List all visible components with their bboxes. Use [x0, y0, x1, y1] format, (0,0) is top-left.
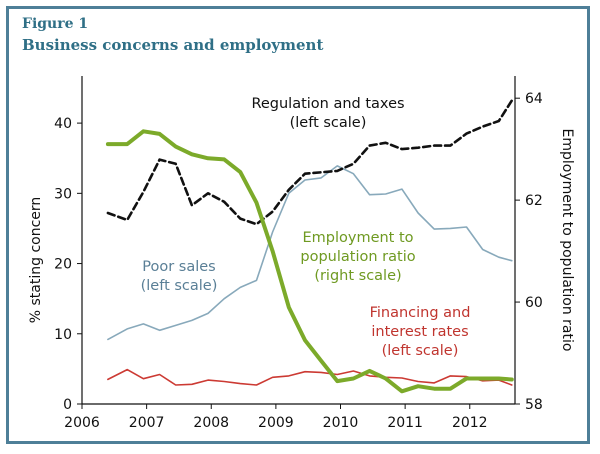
chart-axes: 2006 2007 2008 2009 2010 2011 2012 0 10 20 30 40 58 6…: [54, 76, 543, 431]
annotation-financing-line: Financing and: [370, 305, 471, 321]
chart-annotations: Regulation and taxes (left scale)Poor sal…: [141, 96, 471, 359]
x-tick-label: 2008: [193, 415, 229, 431]
y-right-tick-label: 62: [525, 193, 543, 209]
y-left-tick-label: 10: [54, 327, 72, 343]
figure-title: Business concerns and employment: [22, 36, 324, 54]
annotation-employment-line: population ratio: [300, 249, 415, 265]
x-tick-label: 2007: [129, 415, 165, 431]
series-line-poor-sales: [107, 165, 513, 341]
annotation-employment-line: (right scale): [314, 268, 401, 284]
annotation-regulation-line: Regulation and taxes: [251, 96, 404, 112]
annotation-employment: Employment to population ratio (right scal…: [300, 230, 415, 284]
annotation-poor-sales-line: Poor sales: [142, 259, 215, 275]
annotation-financing-line: interest rates: [371, 324, 468, 340]
y-left-tick-label: 30: [54, 186, 72, 202]
series-line-employment: [105, 129, 514, 394]
series-line-financing: [107, 368, 513, 386]
annotation-regulation: Regulation and taxes (left scale): [251, 96, 404, 131]
x-tick-label: 2011: [387, 415, 423, 431]
y-axis-left-label: % stating concern: [28, 197, 44, 324]
y-axis-right-label: Employment to population ratio: [559, 129, 575, 352]
y-right-tick-label: 60: [525, 295, 543, 311]
annotation-employment-line: Employment to: [302, 230, 413, 246]
x-tick-label: 2012: [452, 415, 488, 431]
y-right-tick-label: 64: [525, 91, 543, 107]
annotation-regulation-line: (left scale): [290, 115, 367, 131]
annotation-poor-sales-line: (left scale): [141, 278, 218, 294]
x-tick-label: 2010: [323, 415, 359, 431]
x-tick-label: 2009: [258, 415, 294, 431]
figure-frame: [6, 6, 590, 444]
chart-series: [105, 99, 514, 394]
figure-label: Figure 1: [22, 16, 89, 32]
annotation-poor-sales: Poor sales (left scale): [141, 259, 218, 294]
y-left-tick-label: 20: [54, 257, 72, 273]
x-tick-label: 2006: [64, 415, 100, 431]
y-right-tick-label: 58: [525, 397, 543, 413]
y-left-tick-label: 0: [63, 397, 72, 413]
annotation-financing-line: (left scale): [382, 343, 459, 359]
annotation-financing: Financing and interest rates (left scale): [370, 305, 471, 359]
y-left-tick-label: 40: [54, 116, 72, 132]
series-line-regulation: [106, 99, 514, 226]
